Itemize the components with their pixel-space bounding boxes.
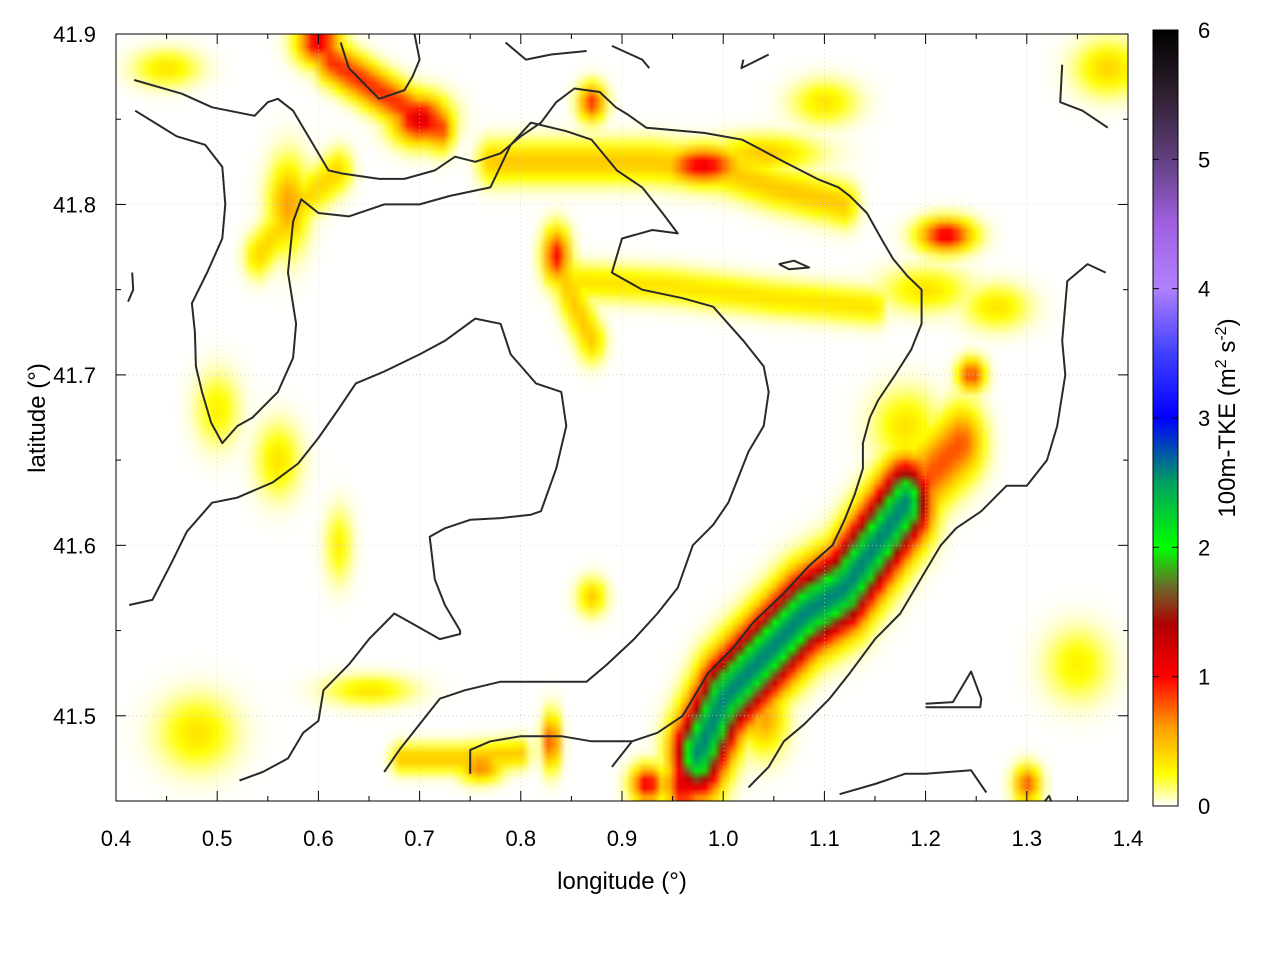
contour-south-coast bbox=[839, 769, 988, 796]
tke-field-image bbox=[116, 34, 1128, 801]
contour-west-loop bbox=[134, 109, 770, 773]
colorbar-tick-label: 6 bbox=[1198, 18, 1210, 43]
contour-small-island bbox=[778, 259, 811, 271]
x-tick-label: 1.3 bbox=[1012, 826, 1043, 851]
contour-top-stub-2 bbox=[611, 44, 651, 69]
x-tick-label: 0.8 bbox=[506, 826, 537, 851]
contour-top-right-stub bbox=[1059, 64, 1109, 129]
x-tick-label: 0.9 bbox=[607, 826, 638, 851]
colorbar-tick-label: 5 bbox=[1198, 147, 1210, 172]
tke-heatmap bbox=[116, 34, 1128, 801]
contour-top-stub-3 bbox=[740, 53, 770, 70]
colorbar-ticks: 0 1 2 3 4 5 6 bbox=[1153, 18, 1210, 819]
contour-south-tip bbox=[1044, 794, 1053, 801]
x-tick-label: 1.2 bbox=[910, 826, 941, 851]
colorbar: 0 1 2 3 4 5 6 bbox=[1152, 18, 1210, 819]
contour-top-stub-1 bbox=[504, 41, 587, 61]
x-tick-label: 0.4 bbox=[101, 826, 132, 851]
x-tick-label: 0.7 bbox=[404, 826, 435, 851]
colorbar-title: 100m-TKE (m2 s-2) bbox=[1213, 318, 1241, 517]
colorbar-title-sup1: 2 bbox=[1213, 359, 1230, 368]
y-axis-ticks: 41.5 41.6 41.7 41.8 41.9 bbox=[53, 22, 1128, 802]
contour-east-coast bbox=[747, 263, 1107, 789]
x-axis-ticks: 0.4 0.5 0.6 0.7 0.8 0.9 1.0 1.1 1.2 1.3 1.4 bbox=[101, 34, 1144, 851]
x-axis-title: longitude (°) bbox=[557, 868, 687, 895]
colorbar-tick-label: 3 bbox=[1198, 406, 1210, 431]
colorbar-title-sup2: -2 bbox=[1213, 326, 1230, 340]
coastline-contours bbox=[127, 34, 1109, 801]
y-tick-label: 41.5 bbox=[53, 704, 96, 729]
contour-left-stub bbox=[127, 272, 135, 302]
x-tick-label: 1.4 bbox=[1113, 826, 1144, 851]
x-tick-label: 1.1 bbox=[809, 826, 840, 851]
colorbar-title-end: ) bbox=[1214, 318, 1241, 326]
colorbar-tick-label: 2 bbox=[1198, 535, 1210, 560]
contour-inner-loop bbox=[128, 317, 568, 782]
y-tick-label: 41.9 bbox=[53, 22, 96, 47]
colorbar-tick-label: 4 bbox=[1198, 277, 1210, 302]
colorbar-title-mid: s bbox=[1214, 341, 1241, 360]
x-tick-label: 0.5 bbox=[202, 826, 233, 851]
x-tick-label: 0.6 bbox=[303, 826, 334, 851]
y-tick-label: 41.7 bbox=[53, 363, 96, 388]
x-tick-label: 1.0 bbox=[708, 826, 739, 851]
contour-top-stub-4 bbox=[339, 34, 421, 100]
colorbar-title-main: 100m-TKE (m bbox=[1214, 368, 1241, 517]
y-tick-label: 41.6 bbox=[53, 533, 96, 558]
y-tick-label: 41.8 bbox=[53, 192, 96, 217]
contour-south-west-arm bbox=[469, 735, 633, 774]
colorbar-tick-label: 1 bbox=[1198, 665, 1210, 690]
colorbar-tick-label: 0 bbox=[1198, 794, 1210, 819]
contour-north-ridge bbox=[133, 79, 923, 768]
contour-small-east-loop bbox=[925, 670, 983, 709]
y-axis-title: latitude (°) bbox=[24, 363, 51, 473]
